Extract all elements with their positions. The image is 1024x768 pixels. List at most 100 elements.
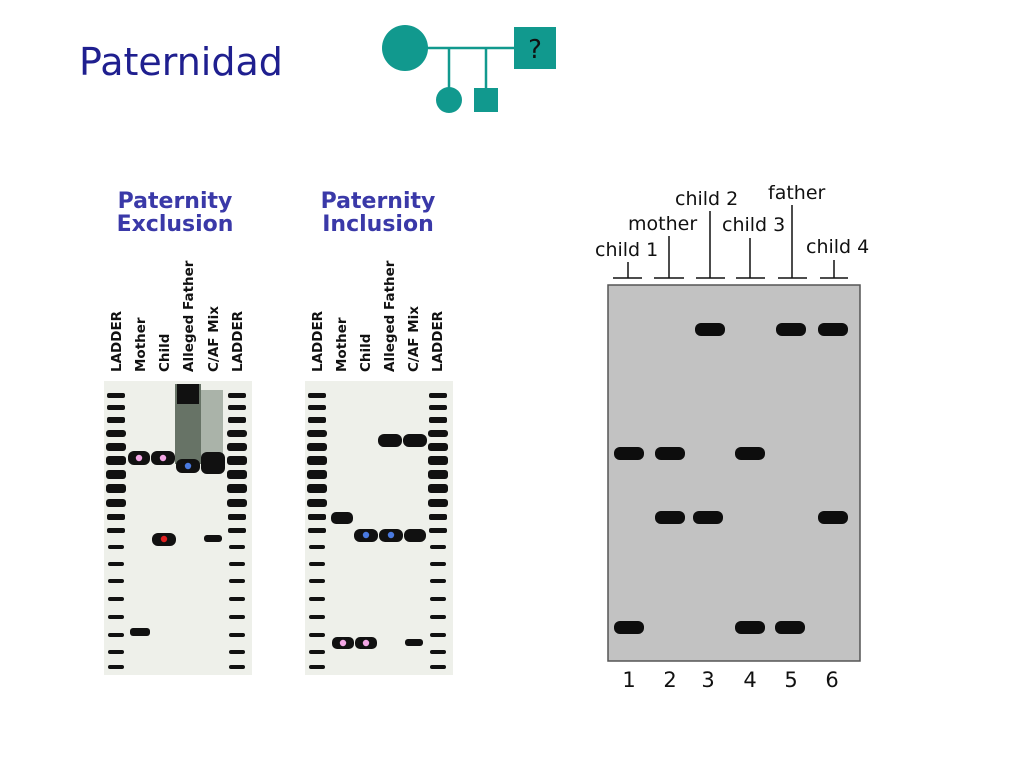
gel-label-mother: mother — [628, 213, 697, 235]
gel-band-lane2-upper — [655, 447, 685, 460]
leader-mother — [654, 236, 684, 279]
ladder-band — [108, 633, 124, 637]
exclusion-title-line1: Paternity — [118, 189, 233, 214]
gel-band-lane1-upper — [614, 447, 644, 460]
inclusion-title-line2: Inclusion — [322, 212, 434, 237]
exclusion-lane-label-caf-mix: C/AF Mix — [206, 306, 222, 372]
ladder-band — [429, 514, 447, 520]
ladder-band — [430, 665, 446, 669]
ladder-band — [429, 405, 447, 410]
inclusion-mother-allele-marker — [339, 639, 347, 647]
inclusion-father-allele-marker — [387, 531, 395, 539]
ladder-band — [307, 470, 327, 479]
ladder-band — [428, 499, 448, 507]
ladder-band — [227, 456, 247, 465]
ladder-band — [307, 430, 327, 437]
inclusion-ladder-left — [307, 393, 327, 669]
ladder-band — [429, 393, 447, 398]
ladder-band — [309, 650, 325, 654]
ladder-band — [106, 430, 126, 437]
ladder-band — [227, 470, 247, 479]
leader-father — [778, 205, 807, 279]
ladder-band — [430, 562, 446, 566]
gel-label-father: father — [768, 182, 826, 204]
ladder-band — [428, 443, 448, 451]
exclusion-lane-label-ladder-right: LADDER — [230, 310, 246, 372]
inclusion-lane-label-ladder: LADDER — [310, 310, 326, 372]
gel-panel: child 1 mother child 2 child 3 father ch… — [595, 182, 869, 692]
ladder-band — [108, 579, 124, 583]
ladder-band — [106, 499, 126, 507]
gel-band-lane1-lower — [614, 621, 644, 634]
gel-label-child-4: child 4 — [806, 236, 869, 258]
ladder-band — [309, 562, 325, 566]
gel-band-lane3-lower — [693, 511, 723, 524]
pedigree-daughter-symbol — [436, 87, 462, 113]
ladder-band — [108, 650, 124, 654]
gel-background — [607, 284, 861, 662]
ladder-band — [106, 484, 126, 493]
ladder-band — [228, 528, 246, 533]
inclusion-ladder-right — [428, 393, 448, 669]
gel-lane-number-6: 6 — [825, 668, 838, 692]
ladder-band — [430, 615, 446, 619]
ladder-band — [108, 562, 124, 566]
inclusion-mix-band-lower — [405, 639, 423, 646]
ladder-band — [227, 499, 247, 507]
ladder-band — [307, 499, 327, 507]
ladder-band — [106, 443, 126, 451]
exclusion-lane-label-mother: Mother — [133, 317, 149, 372]
inclusion-gel-background — [305, 381, 453, 675]
exclusion-alleged-father-well — [177, 384, 199, 404]
inclusion-mother-band-upper — [331, 512, 353, 524]
gel-band-lane2-lower — [655, 511, 685, 524]
gel-label-child-1: child 1 — [595, 239, 658, 261]
gel-bands — [614, 323, 848, 634]
ladder-band — [308, 417, 326, 423]
exclusion-mix-band-upper — [201, 452, 225, 474]
ladder-band — [428, 484, 448, 493]
leader-child-2 — [696, 211, 725, 279]
inclusion-child-allele-marker-paternal — [362, 531, 370, 539]
gel-label-child-2: child 2 — [675, 188, 738, 210]
ladder-band — [307, 443, 327, 451]
exclusion-mother-allele-marker — [135, 454, 143, 462]
ladder-band — [227, 430, 247, 437]
ladder-band — [106, 470, 126, 479]
exclusion-child-allele-marker-paternal — [160, 535, 168, 543]
ladder-band — [309, 633, 325, 637]
ladder-band — [308, 514, 326, 520]
ladder-band — [309, 665, 325, 669]
ladder-band — [229, 650, 245, 654]
ladder-band — [228, 514, 246, 520]
gel-label-leaders — [613, 205, 848, 279]
gel-band-lane4-upper — [735, 447, 765, 460]
ladder-band — [309, 615, 325, 619]
ladder-band — [429, 417, 447, 423]
ladder-band — [309, 597, 325, 601]
exclusion-mother-band-lower — [130, 628, 150, 636]
slide-title: Paternidad — [79, 40, 283, 84]
ladder-band — [229, 597, 245, 601]
ladder-band — [229, 545, 245, 549]
inclusion-child-allele-marker-maternal — [362, 639, 370, 647]
pedigree-mother-symbol — [382, 25, 428, 71]
ladder-band — [430, 579, 446, 583]
pedigree-son-symbol — [474, 88, 498, 112]
ladder-band — [229, 615, 245, 619]
gel-lane-number-5: 5 — [784, 668, 797, 692]
exclusion-father-allele-marker — [184, 462, 192, 470]
inclusion-lane-label-alleged-father: Alleged Father — [382, 260, 398, 372]
ladder-band — [428, 456, 448, 465]
ladder-band — [107, 405, 125, 410]
exclusion-ladder-left — [106, 393, 126, 669]
ladder-band — [429, 528, 447, 533]
ladder-band — [430, 633, 446, 637]
ladder-band — [107, 514, 125, 520]
gel-band-lane3-upper — [695, 323, 725, 336]
gel-band-lane4-lower — [735, 621, 765, 634]
exclusion-ladder-right — [227, 393, 247, 669]
exclusion-lane-label-child: Child — [157, 334, 173, 372]
ladder-band — [229, 562, 245, 566]
ladder-band — [108, 665, 124, 669]
